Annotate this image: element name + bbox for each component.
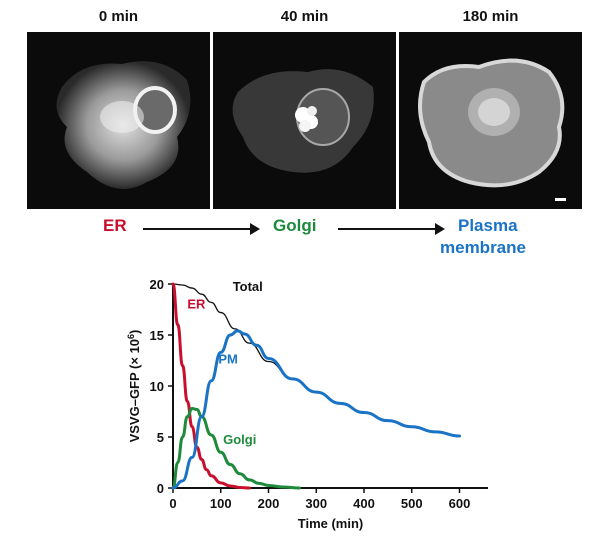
series-label-pm: PM	[218, 352, 238, 367]
series-line-pm	[171, 329, 461, 490]
y-tick-label-5: 5	[157, 430, 164, 445]
series-label-er: ER	[187, 296, 206, 311]
x-tick-label-500: 500	[401, 496, 423, 511]
series-label-total: Total	[233, 279, 263, 294]
x-tick-label-100: 100	[210, 496, 232, 511]
series-line-golgi	[171, 406, 302, 490]
stage-label-pm-line2: membrane	[440, 238, 526, 257]
arrow-golgi-to-pm	[338, 223, 445, 235]
x-tick-label-0: 0	[169, 496, 176, 511]
x-tick-label-400: 400	[353, 496, 375, 511]
series-line-er	[171, 282, 251, 490]
micrograph-180min	[399, 32, 582, 209]
x-axis-label: Time (min)	[298, 516, 364, 531]
arrow-er-to-golgi	[143, 223, 260, 235]
panel-title-180min: 180 min	[462, 8, 519, 25]
micrograph-40min	[213, 32, 396, 209]
panel-title-40min: 40 min	[280, 8, 329, 25]
panel-title-0min: 0 min	[98, 8, 139, 25]
y-tick-label-15: 15	[150, 328, 164, 343]
stage-label-pm-line1: Plasma	[458, 216, 518, 235]
y-tick-label-10: 10	[150, 379, 164, 394]
series-label-golgi: Golgi	[223, 432, 256, 447]
y-tick-label-0: 0	[157, 481, 164, 496]
x-tick-label-300: 300	[305, 496, 327, 511]
x-tick-label-200: 200	[258, 496, 280, 511]
micrograph-0min	[27, 32, 210, 209]
stage-label-er: ER	[103, 216, 127, 235]
stage-label-golgi: Golgi	[273, 216, 317, 235]
scale-bar	[555, 198, 566, 201]
y-axis-label: VSVG–GFP (× 106)	[126, 330, 142, 443]
y-tick-label-20: 20	[150, 277, 164, 292]
vsvg-kinetics-chart: 0 100 200 300 400 500 600 0 5 10 15 20 Time (min) VSV…	[126, 277, 488, 531]
x-tick-label-600: 600	[449, 496, 471, 511]
